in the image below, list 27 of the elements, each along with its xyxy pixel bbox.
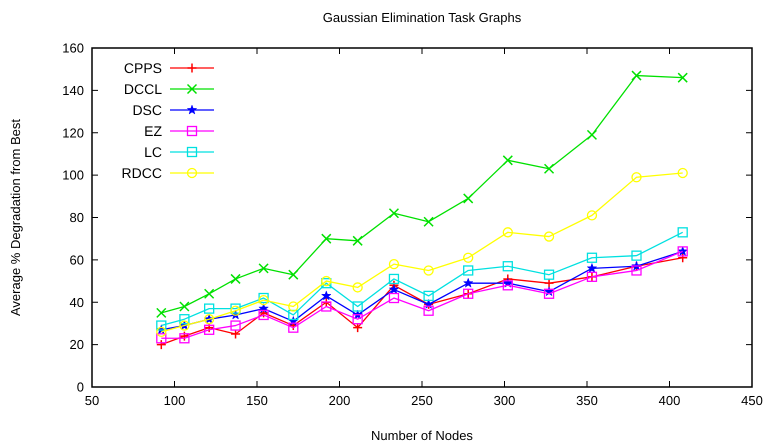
y-tick-label: 120 — [62, 125, 84, 140]
legend-label: EZ — [144, 123, 162, 139]
x-tick-label: 300 — [494, 393, 516, 408]
y-tick-label: 20 — [70, 337, 84, 352]
y-tick-label: 140 — [62, 82, 84, 98]
y-tick-label: 100 — [62, 168, 84, 183]
y-tick-label: 80 — [70, 210, 84, 225]
x-tick-label: 400 — [658, 393, 680, 408]
legend-label: DSC — [132, 102, 162, 118]
y-tick-label: 60 — [70, 252, 84, 268]
legend-label: RDCC — [122, 165, 162, 181]
x-tick-label: 450 — [741, 393, 763, 408]
legend-label: CPPS — [124, 60, 162, 76]
y-tick-label: 40 — [70, 294, 84, 310]
x-tick-label: 150 — [246, 393, 268, 408]
y-tick-label: 160 — [62, 40, 84, 56]
legend-label: DCCL — [124, 81, 162, 97]
x-axis-title: Number of Nodes — [371, 428, 474, 443]
x-tick-label: 250 — [411, 393, 433, 408]
chart-title: Gaussian Elimination Task Graphs — [322, 10, 522, 25]
x-tick-label: 200 — [328, 393, 350, 408]
y-axis-title: Average % Degradation from Best — [8, 118, 23, 316]
x-tick-label: 50 — [84, 393, 100, 408]
y-tick-label: 0 — [76, 380, 84, 394]
x-tick-label: 100 — [164, 393, 186, 408]
x-tick-label: 350 — [576, 393, 598, 408]
legend-label: LC — [144, 144, 162, 160]
